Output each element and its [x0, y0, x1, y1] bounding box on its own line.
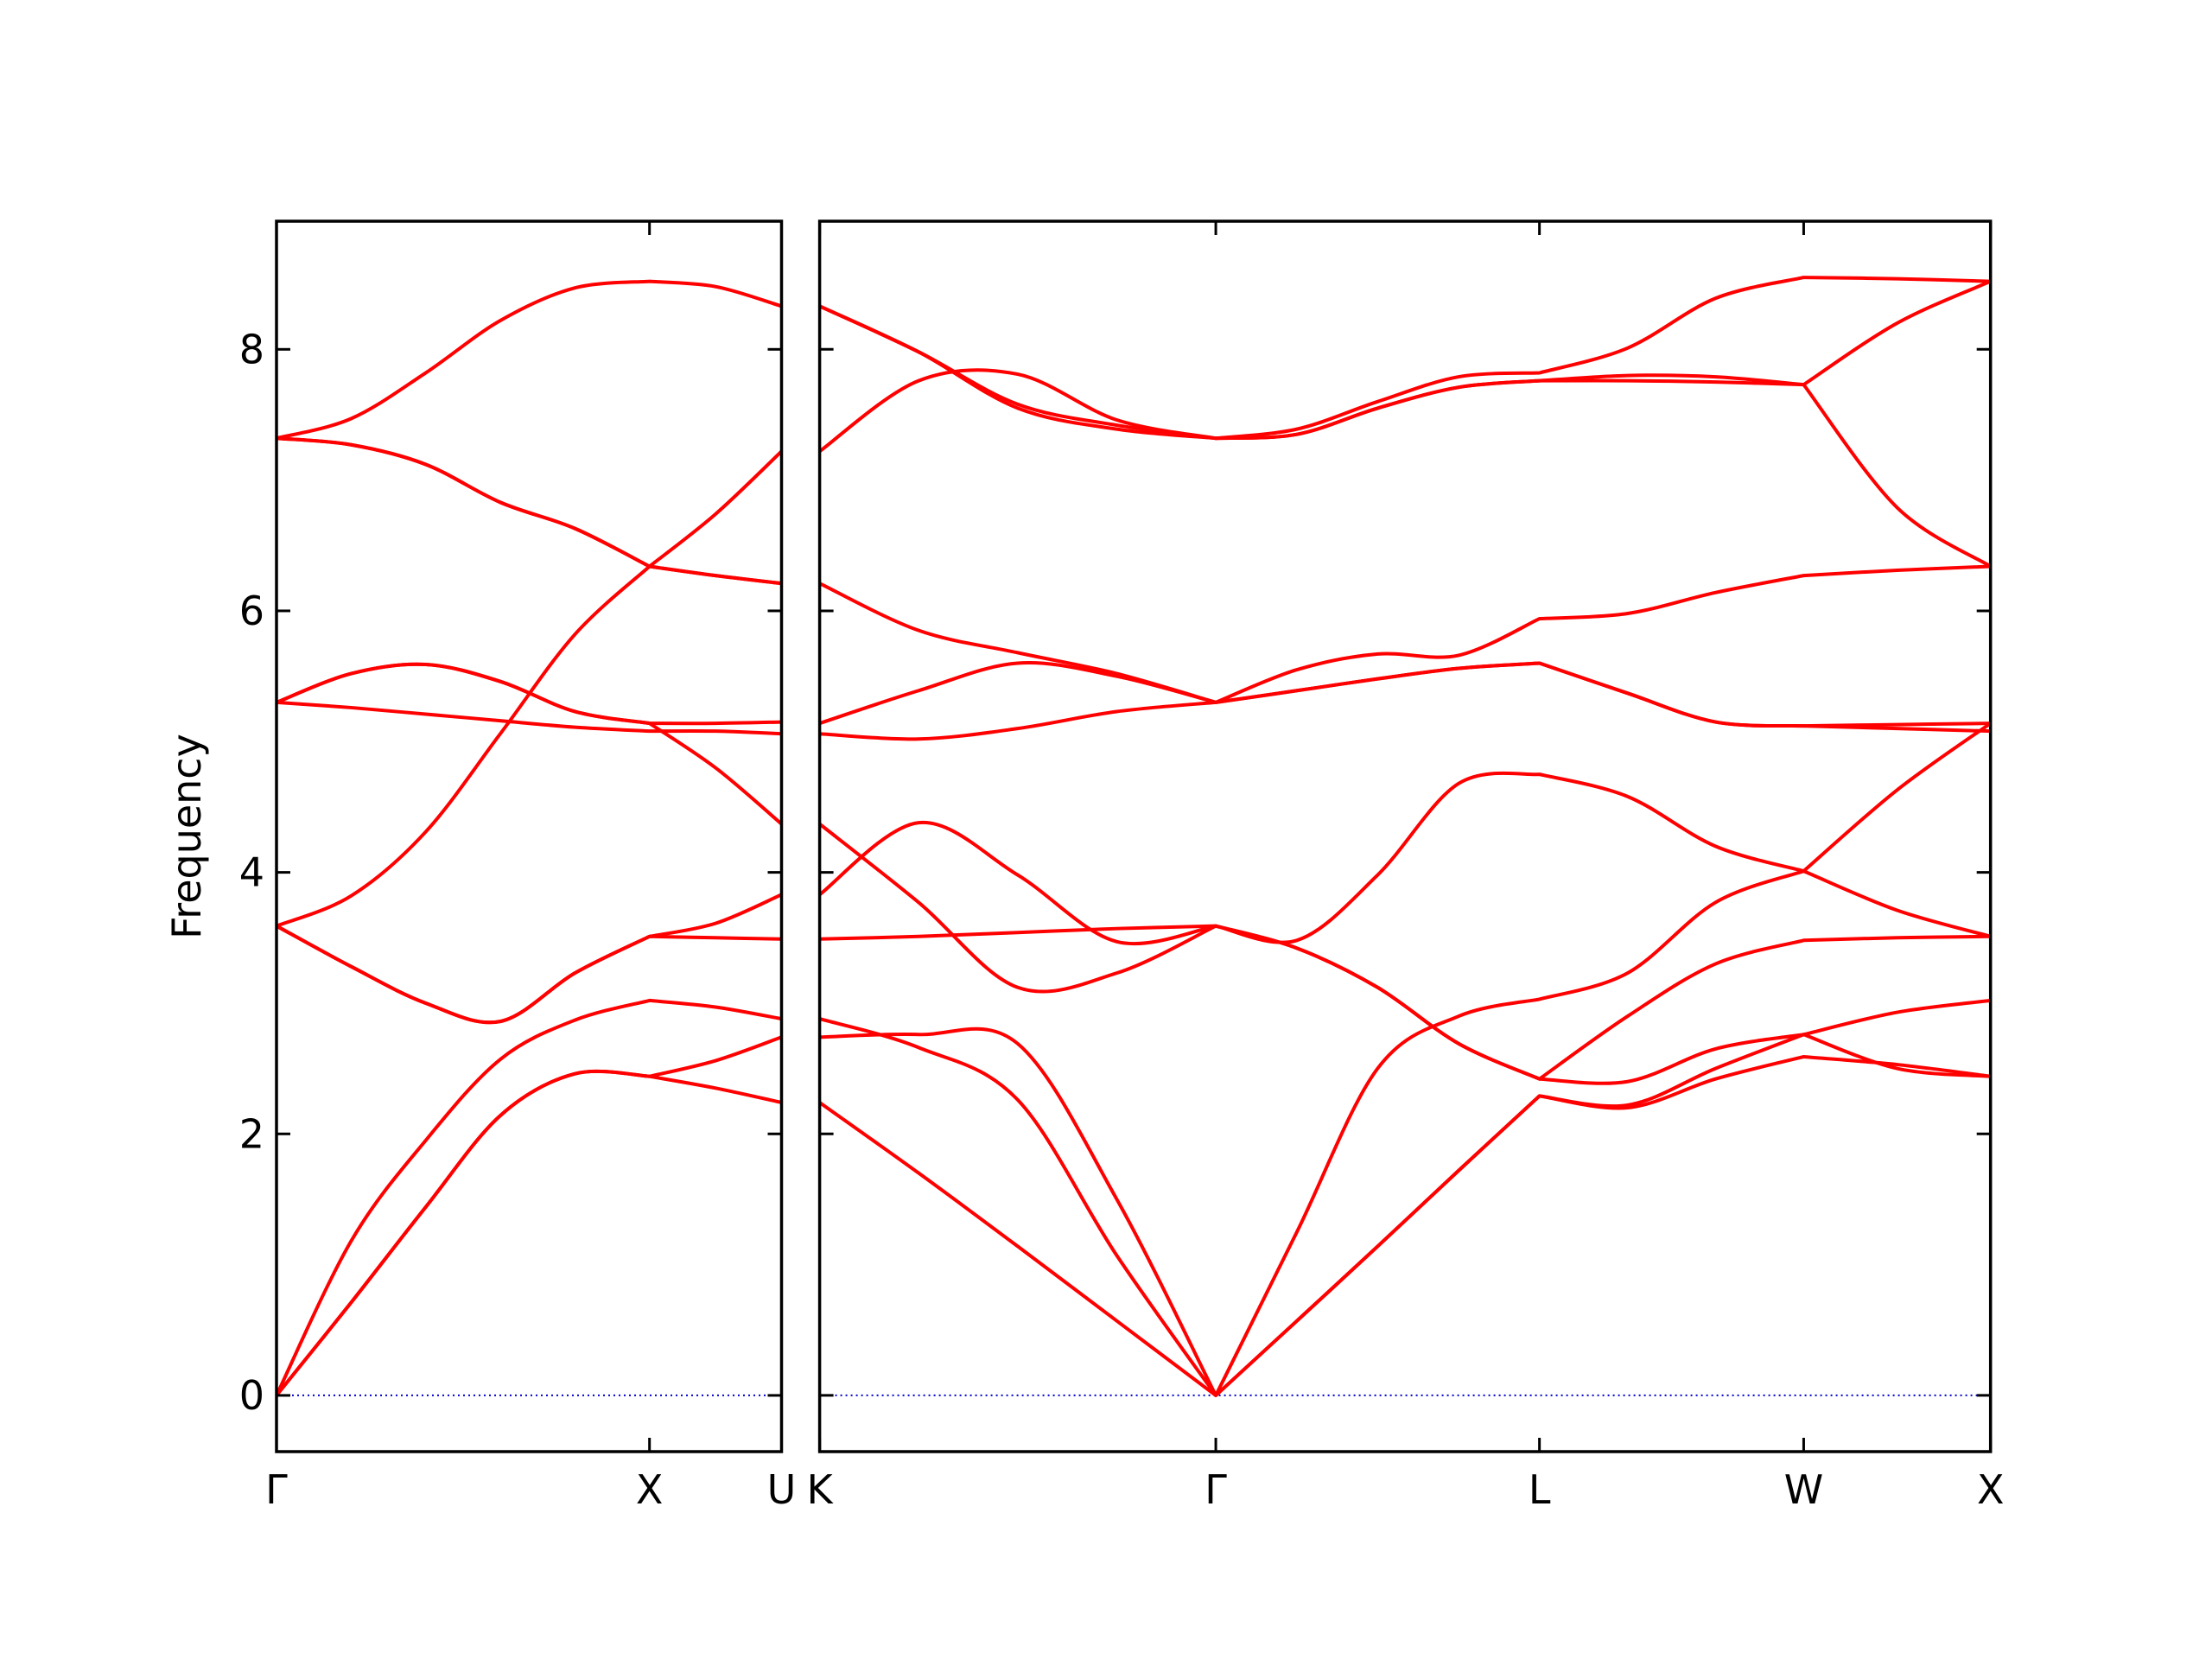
x-tick-label: U [767, 1466, 797, 1513]
band-line [276, 700, 782, 736]
band-line [276, 436, 782, 586]
x-tick-label: K [807, 1466, 835, 1513]
band-line [819, 721, 1991, 1397]
band-line [276, 279, 782, 441]
x-tick-label: L [1529, 1466, 1551, 1513]
plot-area [819, 276, 1991, 1397]
frame [817, 219, 1993, 1453]
band-line [276, 1069, 782, 1397]
x-tick-label: X [1977, 1466, 2005, 1513]
band-line [276, 662, 782, 826]
band-line [819, 279, 1991, 453]
band-line [819, 304, 1991, 569]
band-line [819, 276, 1991, 441]
x-tick-label: X [636, 1466, 664, 1513]
band-line [819, 564, 1991, 704]
band-line [819, 1017, 1991, 1397]
band-line [276, 662, 782, 726]
y-tick-label: 4 [239, 849, 264, 896]
frame [275, 219, 784, 1453]
band-line [819, 821, 1991, 1085]
y-tick-label: 8 [239, 326, 264, 372]
plot-area [276, 279, 782, 1397]
y-axis-label: Frequency [163, 734, 210, 939]
band-line [276, 1035, 782, 1397]
y-tick-label: 2 [239, 1110, 264, 1157]
band-line [276, 998, 782, 1396]
y-tick-label: 6 [239, 588, 264, 634]
band-line [276, 893, 782, 1025]
band-line [819, 661, 1991, 728]
band-line [276, 924, 782, 1025]
band-line [819, 1054, 1991, 1397]
x-tick-label: W [1784, 1466, 1823, 1513]
band-line [819, 771, 1991, 994]
x-tick-label: Γ [265, 1466, 288, 1513]
band-line [276, 436, 782, 586]
x-tick-label: Γ [1205, 1466, 1227, 1513]
band-line [276, 449, 782, 928]
y-tick-label: 0 [239, 1372, 264, 1419]
